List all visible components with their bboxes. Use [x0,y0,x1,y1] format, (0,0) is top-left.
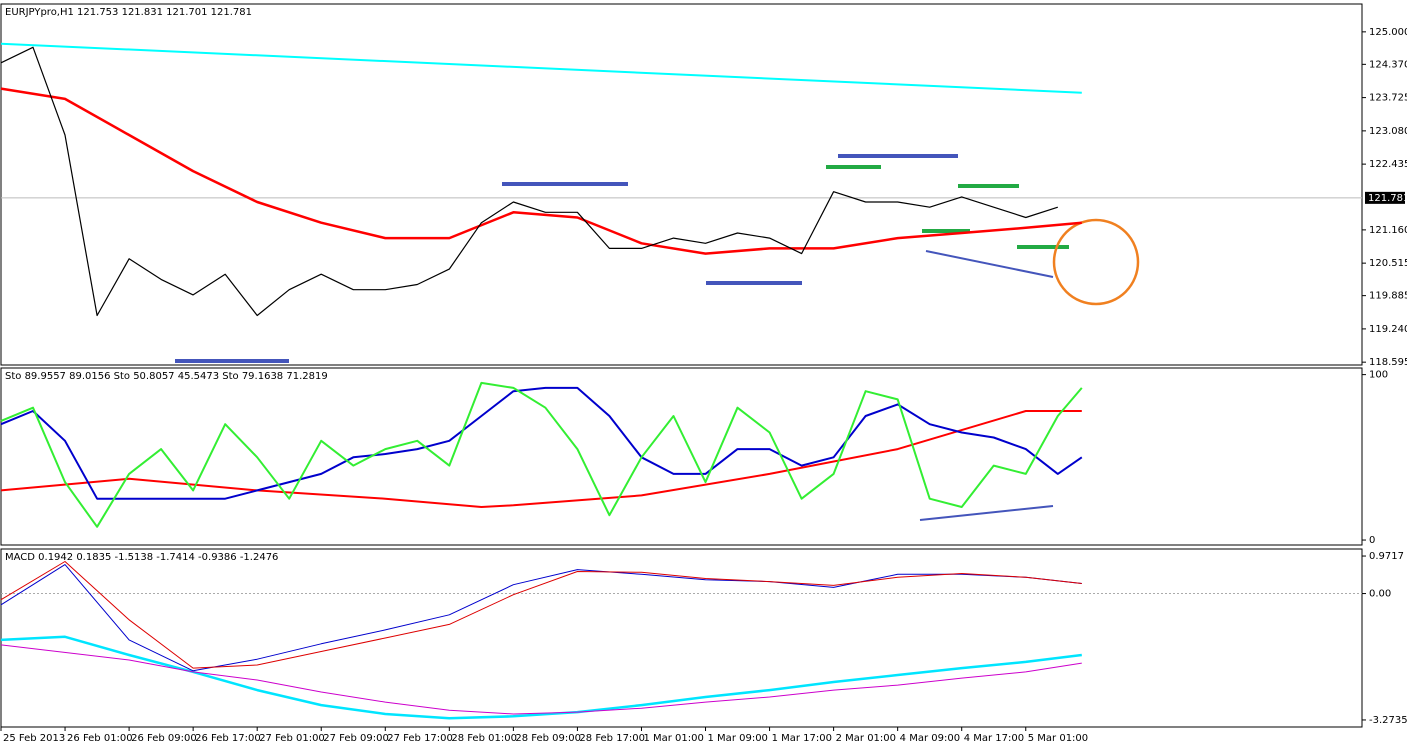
trend-line [919,505,1054,521]
series-line [0,381,1083,528]
x-tick-label: 4 Mar 09:00 [900,733,960,744]
price-panel [0,3,1363,366]
x-tick-label: 27 Feb 09:00 [323,733,389,744]
series-line [0,42,1082,94]
series-line [0,386,1083,500]
y-tick-label: 118.595 [1369,357,1407,368]
trend-line [925,250,1054,278]
x-tick-label: 25 Feb 2013 [3,733,65,744]
last-price-box [1365,191,1405,204]
series-line [0,635,1082,720]
x-tick-label: 1 Mar 01:00 [643,733,703,744]
series-line [0,87,1082,255]
x-tick-label: 2 Mar 01:00 [836,733,896,744]
x-tick-label: 28 Feb 17:00 [579,733,645,744]
series-line [0,561,1082,669]
series-line [0,644,1082,715]
x-tick-label: 28 Feb 09:00 [515,733,581,744]
y-tick-label: 119.885 [1369,291,1407,302]
highlight-circle [1052,218,1140,306]
y-tick-label: 120.515 [1369,258,1407,269]
y-tick-label: -3.2735 [1369,715,1407,726]
series-line [0,410,1082,508]
stochastic-panel [0,367,1363,546]
y-tick-label: 122.435 [1369,159,1407,170]
x-tick-label: 27 Feb 01:00 [259,733,325,744]
x-tick-label: 26 Feb 09:00 [131,733,197,744]
series-line [0,46,1058,317]
macd-panel [0,548,1363,728]
x-tick-label: 26 Feb 01:00 [67,733,133,744]
x-tick-label: 26 Feb 17:00 [195,733,261,744]
y-tick-label: 123.725 [1369,93,1407,104]
x-tick-label: 1 Mar 17:00 [772,733,832,744]
y-tick-label: 121.160 [1369,225,1407,236]
y-tick-label: 125.000 [1369,27,1407,38]
y-tick-label: 123.080 [1369,126,1407,137]
indicator-header: EURJPYpro,H1 121.753 121.831 121.701 121… [5,7,252,18]
last-price-label: 121.781 [1368,193,1407,204]
indicator-header: Sto 89.9557 89.0156 Sto 50.8057 45.5473 … [5,371,328,382]
x-tick-label: 27 Feb 17:00 [387,733,453,744]
y-tick-label: 100 [1369,370,1388,381]
x-tick-label: 28 Feb 01:00 [451,733,517,744]
x-tick-label: 4 Mar 17:00 [964,733,1024,744]
y-tick-label: 0.00 [1369,589,1391,600]
x-tick-label: 5 Mar 01:00 [1028,733,1088,744]
series-line [0,564,1082,672]
drawn-objects [175,154,1140,521]
indicator-header: MACD 0.1942 0.1835 -1.5138 -1.7414 -0.93… [5,552,278,563]
y-tick-label: 0.9717 [1369,551,1404,562]
y-tick-label: 124.370 [1369,59,1407,70]
y-tick-label: 119.240 [1369,324,1407,335]
y-tick-label: 0 [1369,535,1375,546]
x-tick-label: 1 Mar 09:00 [708,733,768,744]
